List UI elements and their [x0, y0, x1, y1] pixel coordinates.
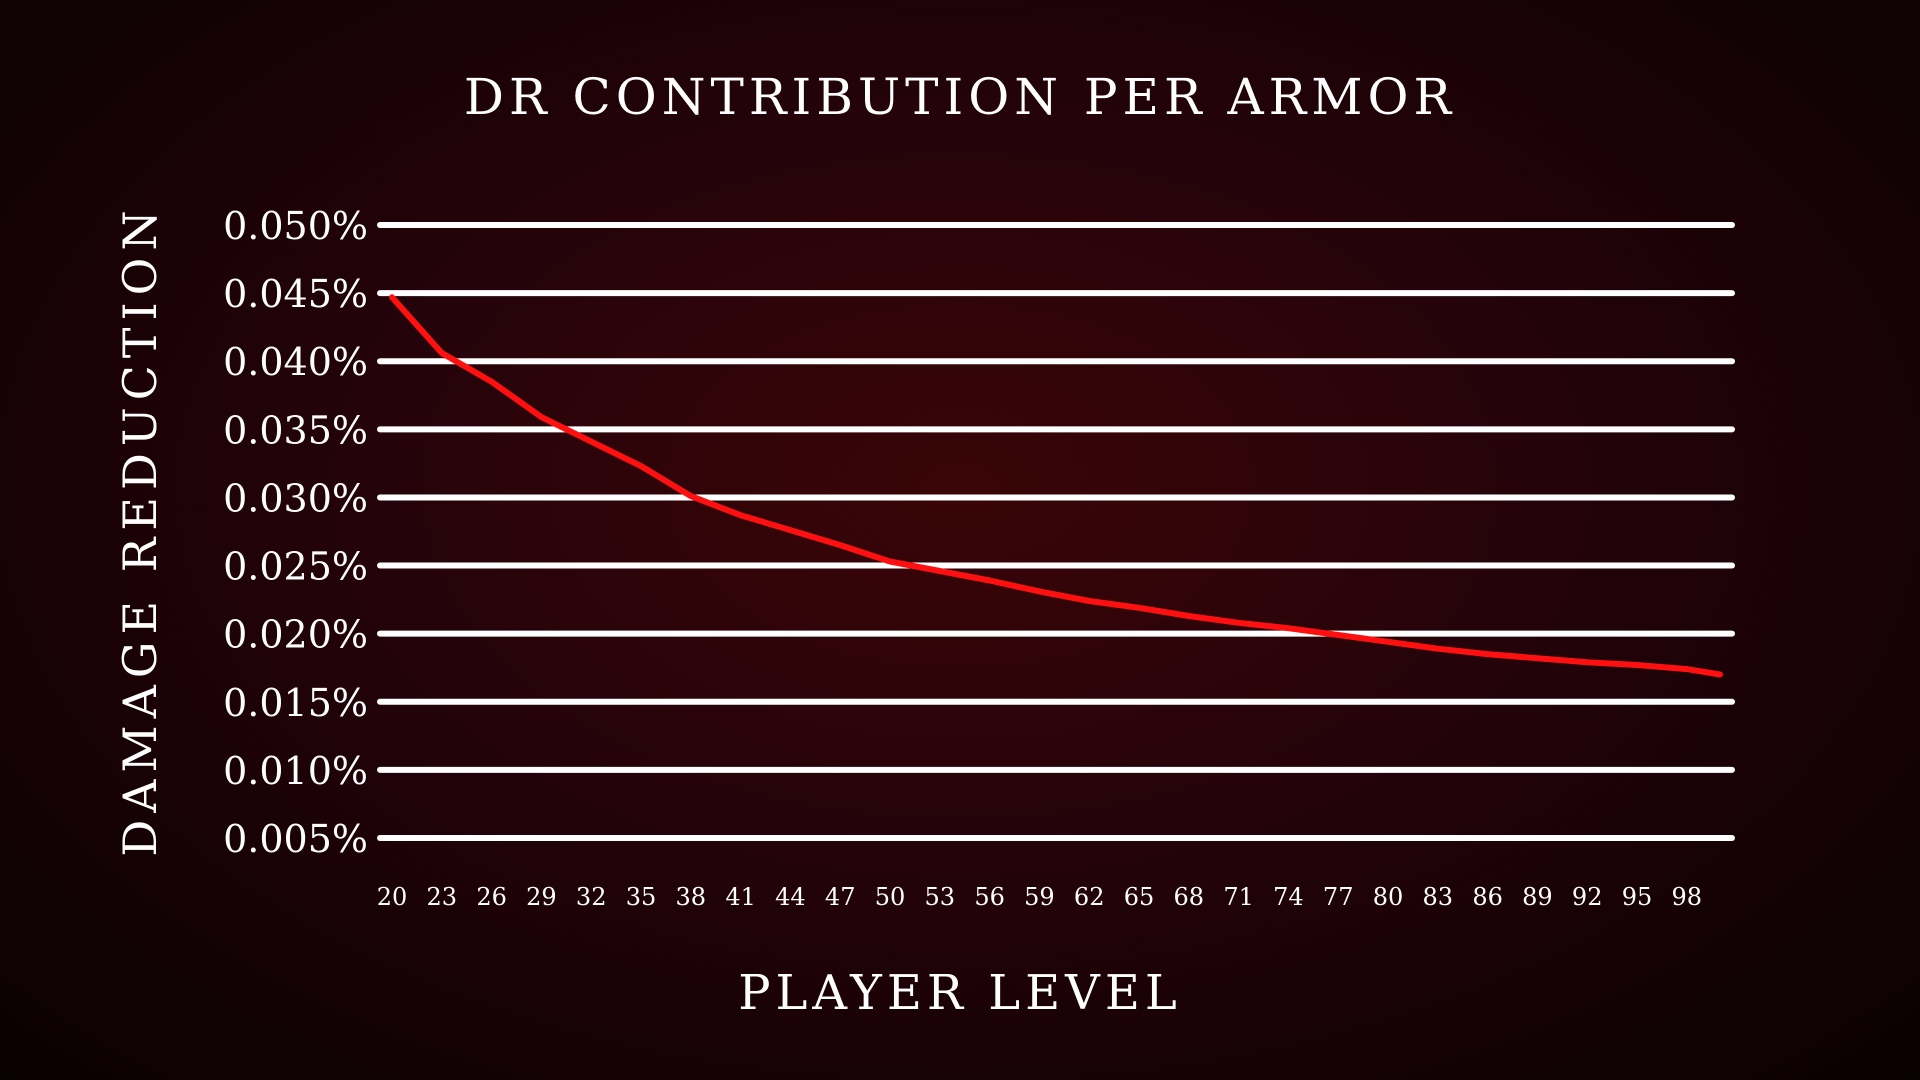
y-tick-label: 0.020%	[223, 613, 368, 657]
x-tick-label: 20	[377, 883, 408, 911]
data-point	[588, 439, 594, 445]
x-tick-label: 47	[825, 883, 856, 911]
data-point	[787, 527, 793, 533]
y-tick-label: 0.035%	[223, 408, 368, 452]
data-point	[1634, 662, 1640, 668]
x-tick-label: 59	[1024, 883, 1055, 911]
y-tick-label: 0.040%	[223, 340, 368, 384]
y-tick-label: 0.010%	[223, 749, 368, 793]
data-point	[1285, 625, 1291, 631]
data-point	[1236, 620, 1242, 626]
x-tick-label: 95	[1622, 883, 1653, 911]
data-point	[1385, 639, 1391, 645]
x-tick-label: 23	[427, 883, 458, 911]
data-point	[937, 568, 943, 574]
data-point	[1186, 613, 1192, 619]
x-tick-label: 65	[1124, 883, 1155, 911]
y-tick-label: 0.050%	[223, 204, 368, 248]
data-point	[987, 578, 993, 584]
data-point	[738, 512, 744, 518]
data-point	[887, 558, 893, 564]
x-axis-label: Player Level	[738, 965, 1182, 1021]
x-tick-label: 74	[1273, 883, 1304, 911]
data-point	[1534, 655, 1540, 661]
data-point	[1335, 632, 1341, 638]
x-tick-label: 92	[1572, 883, 1603, 911]
data-point	[688, 493, 694, 499]
data-point	[1435, 646, 1441, 652]
x-tick-label: 38	[676, 883, 707, 911]
data-point	[1485, 651, 1491, 657]
data-point	[489, 379, 495, 385]
data-point	[1036, 588, 1042, 594]
x-tick-label: 77	[1323, 883, 1354, 911]
data-point	[439, 350, 445, 356]
chart-title: DR Contribution per Armor	[463, 68, 1457, 126]
x-tick-label: 62	[1074, 883, 1105, 911]
y-tick-label: 0.045%	[223, 272, 368, 316]
data-point	[638, 463, 644, 469]
data-point	[538, 414, 544, 420]
x-tick-label: 29	[526, 883, 557, 911]
x-tick-label: 71	[1223, 883, 1254, 911]
x-tick-label: 35	[626, 883, 657, 911]
x-tick-label: 53	[925, 883, 956, 911]
x-tick-label: 83	[1423, 883, 1454, 911]
data-point	[1136, 605, 1142, 611]
data-point	[1086, 598, 1092, 604]
x-tick-label: 98	[1672, 883, 1703, 911]
data-point	[1717, 672, 1723, 678]
x-tick-label: 80	[1373, 883, 1404, 911]
data-point	[1684, 666, 1690, 672]
data-point	[1584, 659, 1590, 665]
y-tick-label: 0.030%	[223, 476, 368, 520]
y-tick-label: 0.005%	[223, 817, 368, 861]
x-tick-label: 44	[775, 883, 806, 911]
x-tick-label: 41	[725, 883, 756, 911]
x-tick-label: 32	[576, 883, 607, 911]
data-point	[837, 542, 843, 548]
x-tick-label: 50	[875, 883, 906, 911]
x-tick-label: 68	[1174, 883, 1205, 911]
y-tick-label: 0.025%	[223, 545, 368, 589]
x-tick-label: 26	[476, 883, 507, 911]
x-tick-label: 56	[974, 883, 1005, 911]
data-point	[389, 294, 395, 300]
y-tick-label: 0.015%	[223, 681, 368, 725]
x-tick-label: 86	[1472, 883, 1503, 911]
data-line	[389, 294, 1723, 678]
x-tick-label: 89	[1522, 883, 1553, 911]
